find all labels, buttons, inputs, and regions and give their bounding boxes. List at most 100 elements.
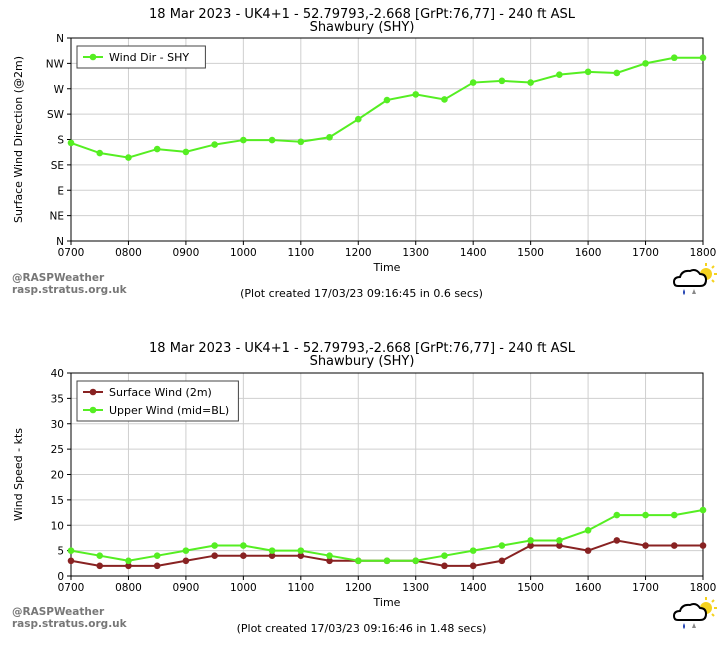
watermark-handle: @RASPWeather [12, 272, 105, 284]
data-point [699, 542, 707, 549]
data-point [642, 511, 649, 519]
data-point [268, 552, 276, 559]
series-line [70, 509, 704, 562]
watermark-2: @RASPWeather rasp.stratus.org.uk [12, 606, 127, 630]
y-tick-label: NW [46, 58, 65, 70]
data-point [584, 527, 592, 534]
data-point [469, 547, 477, 554]
legend-label: Surface Wind (2m) [109, 386, 212, 399]
y-tick-label: 10 [51, 520, 64, 532]
x-tick-label: 1300 [402, 247, 429, 259]
data-point [556, 537, 563, 544]
data-point [354, 557, 362, 565]
data-point [556, 71, 563, 78]
x-tick-label: 1200 [345, 247, 372, 259]
y-tick-label: 5 [57, 546, 64, 558]
x-tick-label: 1100 [287, 247, 314, 259]
x-axis-label: Time [373, 596, 401, 609]
data-point [383, 557, 391, 565]
data-point [211, 552, 218, 559]
data-point [441, 552, 448, 559]
x-tick-label: 0900 [173, 247, 200, 259]
wind-direction-chart: 18 Mar 2023 - UK4+1 - 52.79793,-2.668 [G… [12, 7, 716, 274]
weather-logo-icon [672, 263, 717, 295]
watermark-handle-2: @RASPWeather [12, 606, 105, 618]
data-point [268, 136, 276, 144]
data-point [498, 542, 506, 549]
wind-speed-chart: 18 Mar 2023 - UK4+1 - 52.79793,-2.668 [G… [12, 341, 716, 609]
data-point [383, 96, 391, 104]
y-tick-label: 25 [51, 444, 64, 456]
data-point [613, 511, 621, 519]
y-tick-label: S [57, 135, 64, 147]
x-tick-label: 1500 [517, 247, 544, 259]
data-point [326, 133, 333, 141]
data-point [498, 77, 506, 85]
watermark-url: rasp.stratus.org.uk [12, 284, 127, 296]
data-point [153, 552, 161, 559]
data-point [326, 557, 333, 565]
legend-swatch-marker [89, 406, 97, 414]
y-axis-label: Surface Wind Direction (@2m) [12, 56, 25, 223]
watermark: @RASPWeather rasp.stratus.org.uk [12, 272, 127, 296]
y-tick-label: 35 [51, 393, 64, 405]
chart-title: 18 Mar 2023 - UK4+1 - 52.79793,-2.668 [G… [149, 341, 576, 356]
data-point [125, 562, 132, 570]
data-point [613, 69, 621, 77]
y-tick-label: SE [51, 160, 64, 172]
data-point [211, 141, 218, 148]
data-point [699, 506, 707, 514]
data-point [67, 557, 75, 565]
x-tick-label: 1700 [632, 247, 659, 259]
data-point [125, 154, 132, 161]
plot-frame [70, 372, 704, 577]
y-tick-label: 30 [51, 419, 64, 431]
data-point [441, 562, 448, 570]
x-tick-label: 1100 [287, 582, 314, 594]
data-point [642, 60, 649, 67]
data-point [670, 511, 678, 519]
plot-created-note-2: (Plot created 17/03/23 09:16:46 in 1.48 … [236, 622, 487, 635]
data-point [240, 136, 247, 144]
x-tick-label: 1600 [575, 247, 602, 259]
data-point [527, 79, 534, 86]
legend-swatch-marker [89, 53, 97, 61]
data-point [153, 145, 161, 153]
data-point [527, 542, 534, 549]
legend-label: Upper Wind (mid=BL) [109, 404, 229, 417]
data-point [96, 149, 104, 157]
legend-label: Wind Dir - SHY [109, 51, 189, 64]
x-tick-label: 1400 [460, 247, 487, 259]
x-tick-label: 1600 [575, 582, 602, 594]
y-tick-label: NE [50, 211, 65, 223]
x-tick-label: 0700 [58, 582, 85, 594]
data-point [412, 557, 420, 565]
data-point [125, 557, 132, 565]
x-tick-label: 0700 [58, 247, 85, 259]
data-point [556, 542, 563, 549]
data-point [268, 547, 276, 554]
data-point [182, 148, 190, 156]
data-point [240, 552, 247, 559]
chart-subtitle: Shawbury (SHY) [310, 354, 415, 369]
data-point [498, 557, 506, 565]
plot-frame [70, 37, 704, 242]
data-point [67, 547, 75, 554]
data-point [412, 91, 420, 98]
data-point [297, 552, 305, 559]
data-point [469, 79, 477, 86]
data-point [670, 542, 678, 549]
y-tick-label: 20 [51, 470, 64, 482]
x-axis-label: Time [373, 261, 401, 274]
data-point [182, 547, 190, 554]
data-point [67, 139, 75, 147]
data-point [527, 537, 534, 544]
y-tick-label: W [54, 84, 65, 96]
data-point [211, 542, 218, 549]
y-tick-label: 15 [51, 495, 64, 507]
chart-subtitle: Shawbury (SHY) [310, 20, 415, 35]
data-point [469, 562, 477, 570]
x-tick-label: 1700 [632, 582, 659, 594]
legend-swatch-marker [89, 388, 97, 396]
y-tick-label: 0 [57, 571, 64, 583]
